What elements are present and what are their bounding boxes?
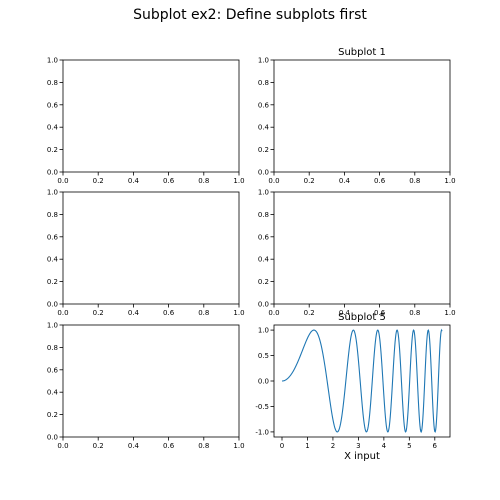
subplot-5: 0.0 0.2 0.4 0.6 0.8 1.0 0.0 0.2 0.4 0.6 0.8 1.0 bbox=[47, 322, 245, 451]
subplot-3: 0.0 0.2 0.4 0.6 0.8 1.0 0.0 0.2 0.4 0.6 0.8 1.0 bbox=[47, 189, 245, 318]
y-tick-label: 0.0 bbox=[258, 378, 269, 386]
x-tick-label: 0.0 bbox=[268, 177, 279, 185]
y-tick-label: 0.4 bbox=[258, 256, 270, 264]
y-tick-label: 0.6 bbox=[47, 233, 59, 241]
y-tick-label: 1.0 bbox=[47, 322, 58, 330]
x-tick-label: 1.0 bbox=[444, 309, 455, 317]
y-tick-label: 0.2 bbox=[258, 278, 269, 286]
x-tick-label: 0.8 bbox=[198, 309, 209, 317]
x-tick-label: 0.2 bbox=[93, 177, 104, 185]
y-tick-label: 0.5 bbox=[258, 352, 269, 360]
axes-frame bbox=[62, 59, 240, 173]
y-tick-label: 0.8 bbox=[47, 79, 58, 87]
y-tick-label: 1.0 bbox=[258, 189, 269, 197]
subplot-1: 0.0 0.2 0.4 0.6 0.8 1.0 0.0 0.2 0.4 0.6 0.8 1.0 bbox=[47, 57, 245, 186]
y-tick-label: 1.0 bbox=[258, 327, 269, 335]
axes-frame bbox=[273, 59, 451, 173]
y-tick-label: 0.0 bbox=[47, 169, 58, 177]
x-tick-label: 1.0 bbox=[233, 177, 244, 185]
x-tick-label: 0 bbox=[280, 442, 284, 450]
x-tick-label: 6 bbox=[433, 442, 438, 450]
y-tick-label: 0.8 bbox=[47, 211, 58, 219]
x-tick-label: 0.0 bbox=[268, 309, 279, 317]
subplot-4: 0.0 0.2 0.4 0.6 0.8 1.0 0.0 0.2 0.4 0.6 0.8 1.0 bbox=[258, 189, 456, 318]
y-tick-label: 1.0 bbox=[47, 189, 58, 197]
subplot-title: Subplot 1 bbox=[338, 47, 386, 58]
y-tick-label: 0.2 bbox=[47, 411, 58, 419]
y-tick-label: 0.2 bbox=[47, 146, 58, 154]
y-tick-label: 0.4 bbox=[47, 256, 59, 264]
axes-frame bbox=[273, 324, 451, 438]
y-tick-label: 0.8 bbox=[258, 79, 269, 87]
x-tick-label: 0.4 bbox=[339, 177, 351, 185]
y-tick-label: 0.4 bbox=[47, 124, 59, 132]
x-tick-label: 0.2 bbox=[304, 309, 315, 317]
x-tick-label: 1 bbox=[305, 442, 309, 450]
y-tick-label: 0.0 bbox=[47, 301, 58, 309]
x-tick-label: 0.4 bbox=[128, 177, 140, 185]
y-tick-label: 0.6 bbox=[258, 101, 270, 109]
x-tick-label: 0.2 bbox=[93, 309, 104, 317]
x-tick-label: 1.0 bbox=[233, 309, 244, 317]
x-tick-label: 0.0 bbox=[57, 177, 68, 185]
subplot-title: Subplot 5 bbox=[338, 312, 386, 323]
y-tick-label: 0.2 bbox=[47, 278, 58, 286]
y-tick-label: 0.6 bbox=[47, 366, 59, 374]
x-tick-label: 0.6 bbox=[163, 442, 175, 450]
x-tick-label: 0.2 bbox=[304, 177, 315, 185]
y-tick-label: 0.4 bbox=[47, 389, 59, 397]
x-tick-label: 4 bbox=[382, 442, 387, 450]
x-tick-label: 1.0 bbox=[233, 442, 244, 450]
x-tick-label: 0.0 bbox=[57, 442, 68, 450]
y-tick-label: 0.0 bbox=[258, 169, 269, 177]
x-tick-label: 0.8 bbox=[409, 309, 420, 317]
y-tick-label: 0.6 bbox=[47, 101, 59, 109]
subplot-6: 0 1 2 3 4 5 6 -1.0 -0.5 0.0 0.5 1.0 Subplot 5 X input bbox=[255, 312, 451, 462]
figure-title: Subplot ex2: Define subplots first bbox=[133, 7, 367, 23]
x-tick-label: 3 bbox=[356, 442, 360, 450]
x-tick-label: 5 bbox=[407, 442, 411, 450]
x-tick-label: 0.8 bbox=[198, 442, 209, 450]
y-tick-label: 0.6 bbox=[258, 233, 270, 241]
x-tick-label: 0.8 bbox=[198, 177, 209, 185]
x-tick-label: 0.6 bbox=[374, 177, 386, 185]
x-tick-label: 1.0 bbox=[444, 177, 455, 185]
y-tick-label: -1.0 bbox=[255, 428, 269, 436]
y-tick-label: 1.0 bbox=[47, 57, 58, 65]
x-tick-label: 0.6 bbox=[163, 309, 175, 317]
axes-frame bbox=[62, 191, 240, 305]
y-tick-label: 0.8 bbox=[258, 211, 269, 219]
y-tick-label: -0.5 bbox=[255, 403, 269, 411]
x-tick-label: 2 bbox=[331, 442, 335, 450]
axes-frame bbox=[62, 324, 240, 438]
x-tick-label: 0.4 bbox=[339, 309, 351, 317]
x-tick-label: 0.6 bbox=[374, 309, 386, 317]
x-tick-label: 0.0 bbox=[57, 309, 68, 317]
y-tick-label: 0.4 bbox=[258, 124, 270, 132]
x-tick-label: 0.4 bbox=[128, 309, 140, 317]
x-tick-label: 0.4 bbox=[128, 442, 140, 450]
x-tick-label: 0.6 bbox=[163, 177, 175, 185]
y-tick-label: 0.2 bbox=[258, 146, 269, 154]
y-tick-label: 0.8 bbox=[47, 344, 58, 352]
y-tick-label: 0.0 bbox=[47, 434, 58, 442]
x-tick-label: 0.8 bbox=[409, 177, 420, 185]
subplot-2: 0.0 0.2 0.4 0.6 0.8 1.0 0.0 0.2 0.4 0.6 0.8 1.0 Subp… bbox=[258, 47, 456, 185]
x-tick-label: 0.2 bbox=[93, 442, 104, 450]
y-tick-label: 1.0 bbox=[258, 57, 269, 65]
y-tick-label: 0.0 bbox=[258, 301, 269, 309]
series-line bbox=[281, 328, 443, 434]
axes-frame bbox=[273, 191, 451, 305]
x-axis-label: X input bbox=[344, 451, 380, 462]
